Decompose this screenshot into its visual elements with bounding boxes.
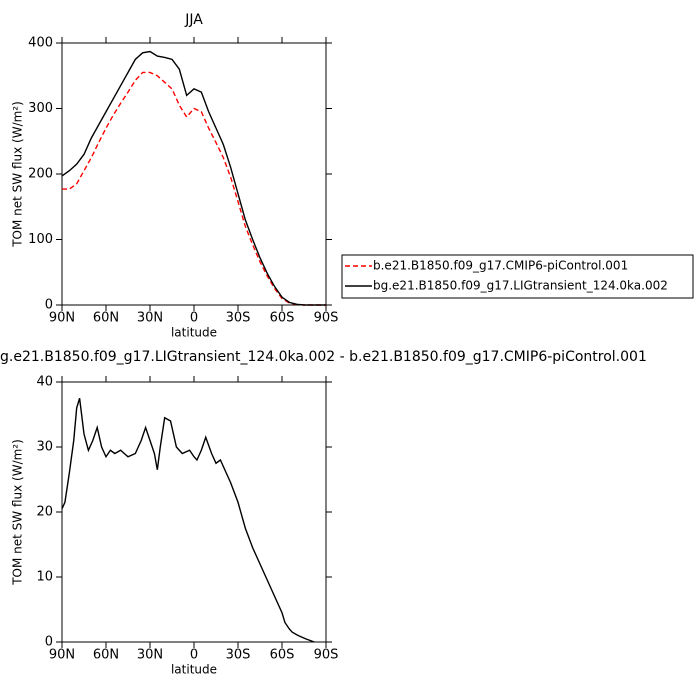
plot-frame [61,42,327,306]
x-tick-label: 60S [270,311,295,326]
y-tick-label: 100 [28,232,53,247]
data-line [61,398,315,643]
x-tick-label: 90S [314,648,339,663]
x-tick-label: 90S [314,311,339,326]
chart-title: bg.e21.B1850.f09_g17.LIGtransient_124.0k… [0,349,647,365]
legend-label: bg.e21.B1850.f09_g17.LIGtransient_124.0k… [373,279,668,293]
x-tick-label: 30S [226,648,251,663]
y-tick-label: 20 [36,505,53,520]
y-tick-label: 0 [45,635,53,650]
x-tick-label: 30S [226,311,251,326]
x-tick-label: 90N [49,648,75,663]
y-tick-label: 200 [28,167,53,182]
y-tick-label: 400 [28,36,53,51]
x-tick-label: 30N [137,311,163,326]
x-tick-label: 60S [270,648,295,663]
x-tick-label: 0 [190,648,198,663]
data-line [62,71,326,306]
x-tick-label: 90N [49,311,75,326]
x-axis-label: latitude [171,326,217,340]
chart-title: JJA [184,12,203,28]
y-axis-label: TOM net SW flux (W/m²) [11,439,25,586]
x-tick-label: 0 [190,311,198,326]
y-tick-label: 30 [36,440,53,455]
y-axis-label: TOM net SW flux (W/m²) [11,101,25,248]
y-tick-label: 40 [36,375,53,390]
legend-label: b.e21.B1850.f09_g17.CMIP6-piControl.001 [373,259,628,273]
plot-frame [61,381,327,643]
legend-box [341,254,694,299]
y-tick-label: 300 [28,101,53,116]
x-tick-label: 60N [93,311,119,326]
x-tick-label: 60N [93,648,119,663]
y-tick-label: 0 [45,298,53,313]
x-tick-label: 30N [137,648,163,663]
x-axis-label: latitude [171,663,217,677]
data-line [61,50,326,306]
y-tick-label: 10 [36,570,53,585]
